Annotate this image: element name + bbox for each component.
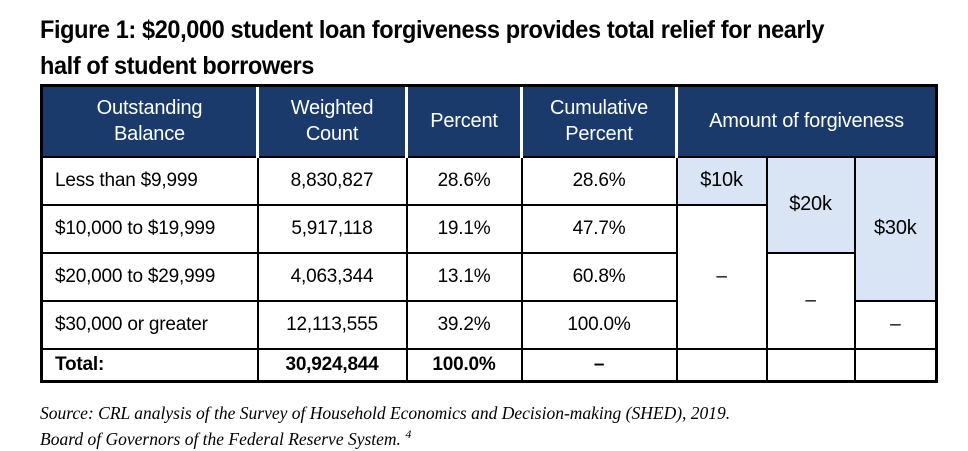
cumulative-cell: 100.0% xyxy=(520,299,678,350)
total-20k-empty-cell xyxy=(765,347,856,383)
table-body: Less than $9,999 8,830,827 28.6% 28.6% $… xyxy=(40,155,938,383)
footnote-marker: 4 xyxy=(405,427,412,442)
balance-cell: Less than $9,999 xyxy=(40,155,259,206)
percent-cell: 13.1% xyxy=(405,251,523,302)
percent-cell: 19.1% xyxy=(405,203,523,254)
balance-cell: $20,000 to $29,999 xyxy=(40,251,259,302)
source-note: Source: CRL analysis of the Survey of Ho… xyxy=(40,400,730,451)
total-label-cell: Total: xyxy=(40,347,259,383)
forgiveness-30k-dash-cell: – xyxy=(853,299,938,350)
header-amount-of-forgiveness: Amount of forgiveness xyxy=(674,84,937,158)
table-header-row: Outstanding Balance Weighted Count Perce… xyxy=(40,84,937,158)
cumulative-cell: 47.7% xyxy=(520,203,678,254)
total-cumulative-cell: – xyxy=(520,347,678,383)
header-percent: Percent xyxy=(405,84,522,158)
percent-cell: 39.2% xyxy=(405,299,523,350)
figure-title: Figure 1: $20,000 student loan forgivene… xyxy=(40,12,824,84)
table-header: Outstanding Balance Weighted Count Perce… xyxy=(40,84,937,158)
table-row: $10,000 to $19,999 5,917,118 19.1% 47.7%… xyxy=(40,203,937,350)
figure-title-line-1: Figure 1: $20,000 student loan forgivene… xyxy=(40,16,825,44)
cumulative-cell: 60.8% xyxy=(520,251,678,302)
table-row: Less than $9,999 8,830,827 28.6% 28.6% $… xyxy=(40,155,938,302)
source-note-line-2: Board of Governors of the Federal Reserv… xyxy=(40,427,412,449)
cumulative-cell: 28.6% xyxy=(520,155,678,206)
table-row: $30,000 or greater 12,113,555 39.2% 100.… xyxy=(40,299,938,350)
balance-cell: $30,000 or greater xyxy=(40,299,259,350)
count-cell: 4,063,344 xyxy=(256,251,408,302)
table-row: $20,000 to $29,999 4,063,344 13.1% 60.8%… xyxy=(40,251,937,350)
forgiveness-20k-dash-cell: – xyxy=(765,251,856,350)
total-percent-cell: 100.0% xyxy=(405,347,523,383)
forgiveness-30k-label-cell: $30k xyxy=(853,155,938,302)
loan-forgiveness-table: Outstanding Balance Weighted Count Perce… xyxy=(40,84,939,383)
header-outstanding-balance: Outstanding Balance xyxy=(40,84,258,158)
count-cell: 5,917,118 xyxy=(256,203,408,254)
count-cell: 12,113,555 xyxy=(256,299,408,350)
total-30k-empty-cell xyxy=(853,347,938,383)
header-weighted-count: Weighted Count xyxy=(256,84,407,158)
forgiveness-10k-dash-cell: – xyxy=(675,203,768,350)
figure-title-line-2: half of student borrowers xyxy=(40,52,314,80)
count-cell: 8,830,827 xyxy=(256,155,408,206)
source-note-line-1: Source: CRL analysis of the Survey of Ho… xyxy=(40,403,731,423)
table-total-row: Total: 30,924,844 100.0% – xyxy=(40,347,938,383)
total-10k-empty-cell xyxy=(675,347,768,383)
header-cumulative-percent: Cumulative Percent xyxy=(520,84,677,158)
balance-cell: $10,000 to $19,999 xyxy=(40,203,259,254)
total-count-cell: 30,924,844 xyxy=(256,347,408,383)
forgiveness-10k-label-cell: $10k xyxy=(675,155,768,206)
percent-cell: 28.6% xyxy=(405,155,523,206)
forgiveness-20k-label-cell: $20k xyxy=(765,155,856,254)
